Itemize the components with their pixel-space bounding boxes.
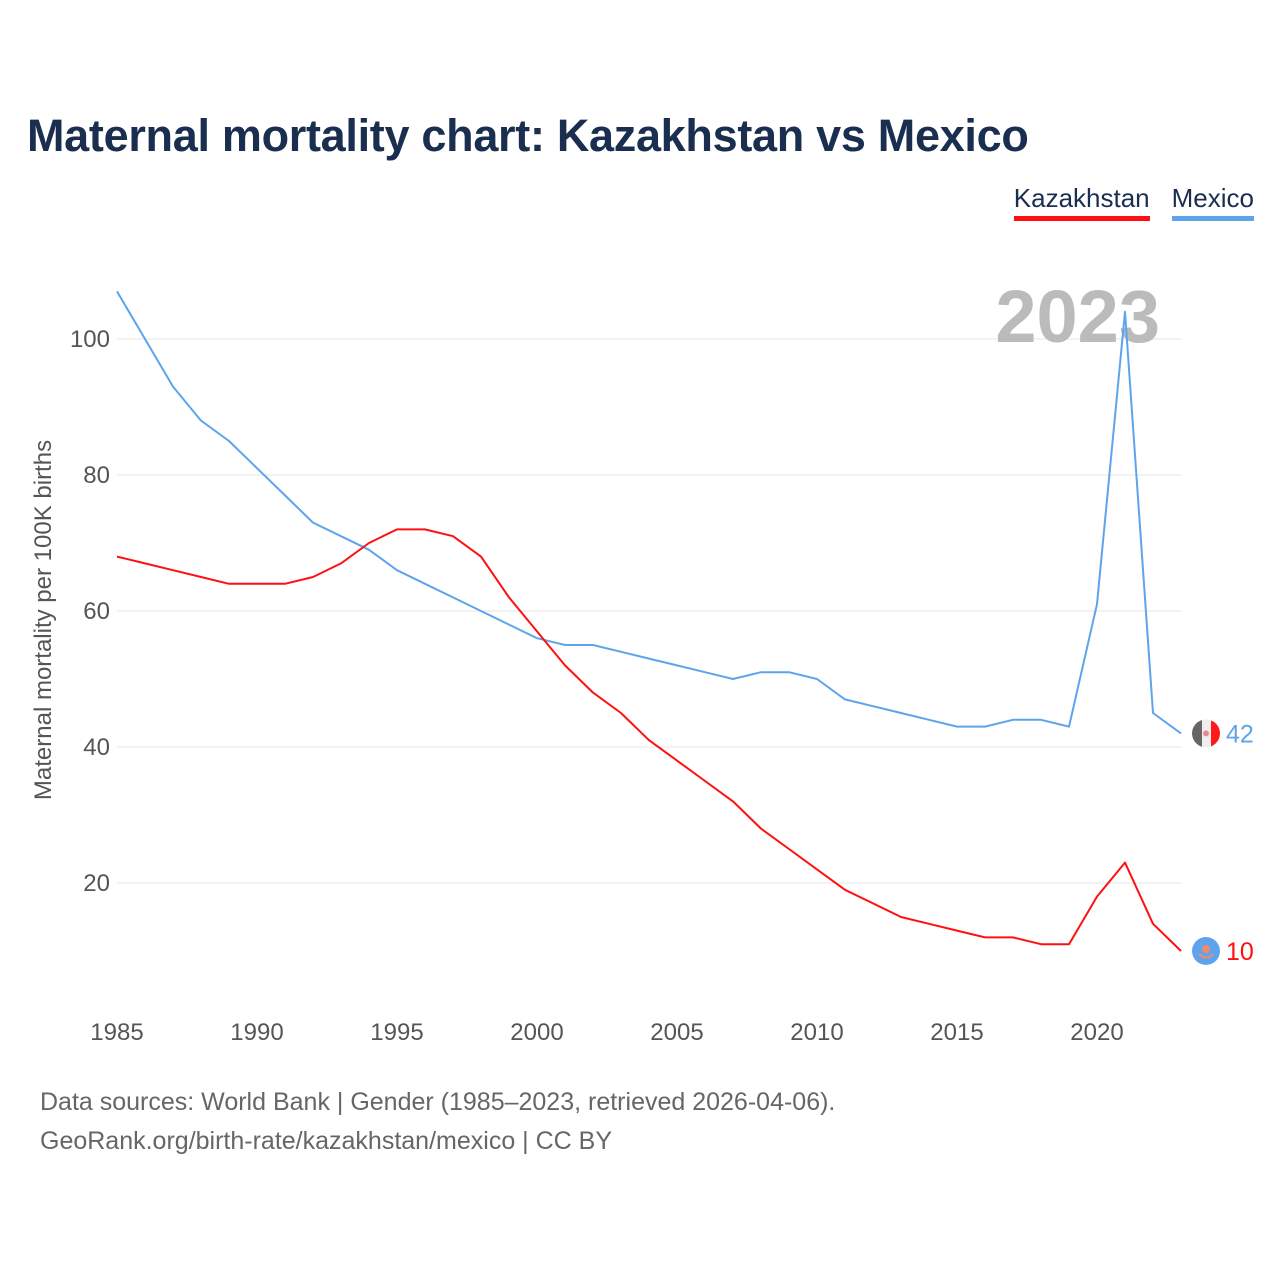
series-line-kazakhstan [116,528,1182,952]
x-tick-label: 2020 [1070,1019,1123,1046]
legend: Kazakhstan Mexico [1013,183,1254,221]
legend-kazakhstan[interactable]: Kazakhstan [1013,183,1150,221]
mexico-flag-icon [1192,719,1220,748]
x-tick-label: 1995 [370,1019,423,1046]
chart-title: Maternal mortality chart: Kazakhstan vs … [27,110,1029,161]
y-tick-label: 40 [83,734,110,761]
x-tick-label: 1985 [90,1019,143,1046]
series-line-mexico [116,290,1182,735]
end-value-label: 42 [1226,720,1254,748]
y-tick-label: 60 [83,598,110,625]
x-tick-label: 2005 [650,1019,703,1046]
kazakhstan-flag-icon [1192,937,1220,965]
year-watermark: 2023 [995,275,1160,358]
legend-mexico[interactable]: Mexico [1171,183,1254,221]
x-tick-label: 2015 [930,1019,983,1046]
source-line-1: Data sources: World Bank | Gender (1985–… [40,1088,836,1116]
y-tick-label: 100 [70,326,110,353]
y-tick-label: 80 [83,462,110,489]
x-tick-label: 2000 [510,1019,563,1046]
y-axis-label: Maternal mortality per 100K births [30,440,57,800]
y-tick-label: 20 [83,870,110,897]
x-tick-label: 2010 [790,1019,843,1046]
x-tick-label: 1990 [230,1019,283,1046]
source-line-2[interactable]: GeoRank.org/birth-rate/kazakhstan/mexico… [40,1127,613,1155]
end-value-label: 10 [1226,938,1254,966]
